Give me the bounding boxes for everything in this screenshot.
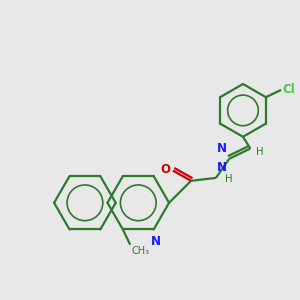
Text: CH₃: CH₃ — [132, 246, 150, 256]
Text: O: O — [160, 163, 170, 176]
Text: N: N — [217, 161, 226, 174]
Text: N: N — [151, 235, 161, 248]
Text: N: N — [217, 142, 227, 155]
Text: H: H — [225, 174, 232, 184]
Text: Cl: Cl — [282, 83, 295, 96]
Text: H: H — [256, 147, 263, 157]
